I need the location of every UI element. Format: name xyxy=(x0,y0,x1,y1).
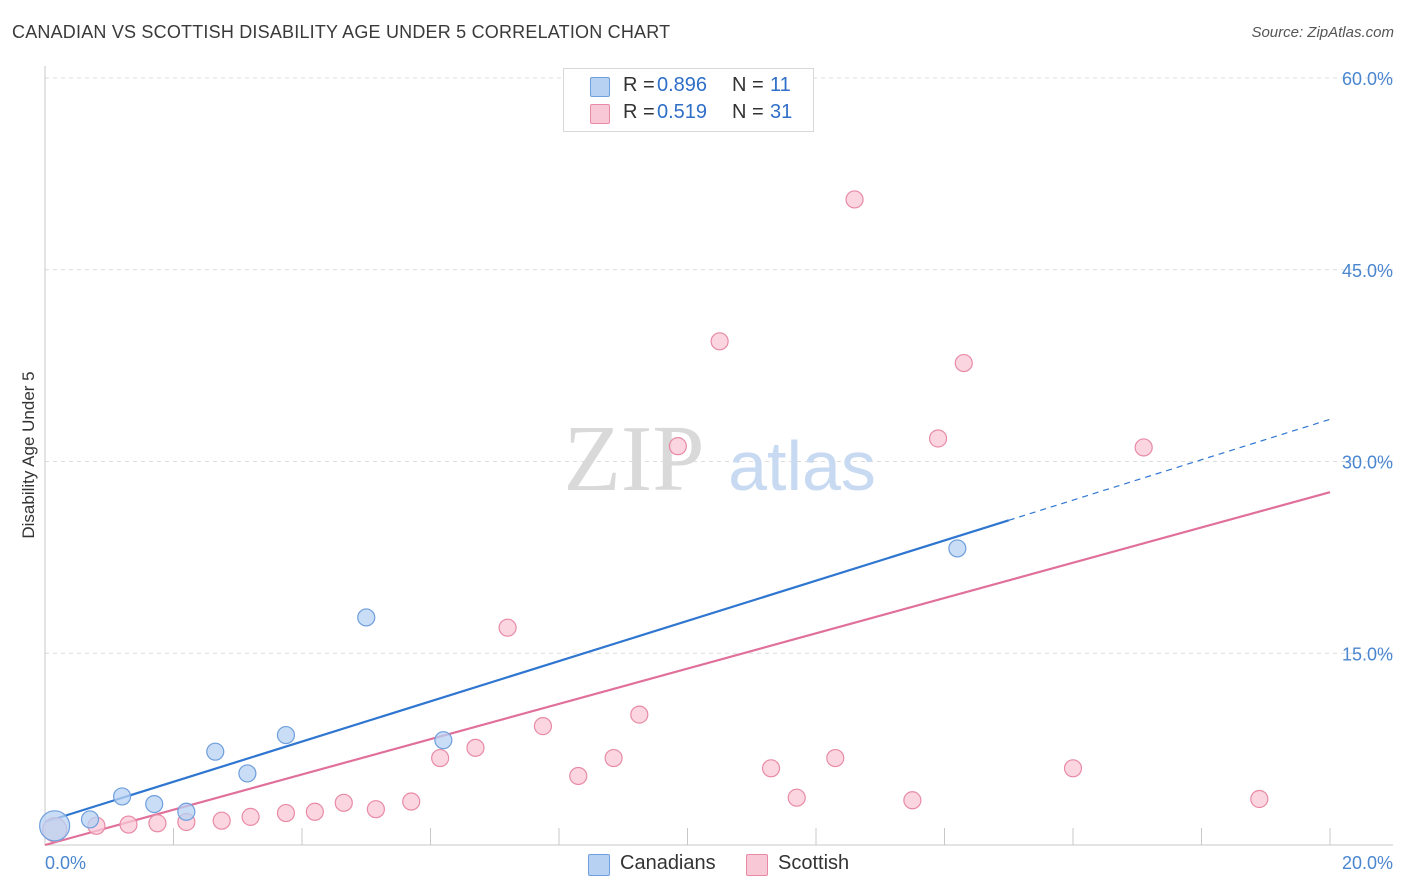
data-points xyxy=(39,190,1269,843)
data-point-scottish xyxy=(604,748,623,768)
data-point-canadians xyxy=(276,725,296,745)
legend-r-label: R = xyxy=(623,74,655,96)
canadians-swatch xyxy=(588,854,610,876)
data-point-scottish xyxy=(498,618,517,637)
data-point-canadians xyxy=(80,810,100,829)
data-point-scottish xyxy=(761,759,781,778)
data-point-scottish xyxy=(431,748,450,768)
watermark-zip: ZIP xyxy=(564,407,705,511)
data-point-scottish xyxy=(630,705,649,724)
legend-label-scottish: Scottish xyxy=(778,852,850,874)
legend-n-label: N = xyxy=(732,74,764,96)
data-point-scottish xyxy=(569,766,588,786)
data-point-canadians xyxy=(434,731,453,750)
data-point-canadians xyxy=(145,794,164,814)
data-point-scottish xyxy=(241,807,260,826)
legend-r-value: 0.519 xyxy=(657,101,708,123)
data-point-scottish xyxy=(845,190,864,209)
data-point-canadians xyxy=(112,787,132,806)
data-point-canadians xyxy=(948,539,967,558)
data-point-scottish xyxy=(710,332,729,351)
legend-r-label: R = xyxy=(623,101,655,123)
trendline-extension-canadians xyxy=(1008,418,1331,521)
data-point-scottish xyxy=(903,791,922,810)
data-point-scottish xyxy=(954,353,973,373)
y-tick-label: 60.0% xyxy=(1342,69,1393,89)
data-point-scottish xyxy=(276,803,296,823)
trendline-canadians xyxy=(44,519,1010,824)
data-point-scottish xyxy=(212,811,231,830)
scottish-swatch xyxy=(590,104,610,124)
data-point-canadians xyxy=(357,608,376,627)
y-axis-label: Disability Age Under 5 xyxy=(19,371,38,538)
legend-n-value: 11 xyxy=(770,74,791,96)
canadians-swatch xyxy=(590,77,610,97)
trendlines xyxy=(44,418,1331,847)
data-point-scottish xyxy=(334,793,353,812)
legend-r-value: 0.896 xyxy=(657,74,708,96)
data-point-canadians xyxy=(39,810,71,842)
data-point-scottish xyxy=(366,800,385,819)
data-point-scottish xyxy=(668,437,687,456)
data-point-scottish xyxy=(787,788,806,807)
x-tick-label: 20.0% xyxy=(1342,853,1393,873)
scottish-swatch xyxy=(746,854,768,876)
data-point-canadians xyxy=(238,764,257,783)
stats-legend: R = 0.896 N = 11 R = 0.519 N = 31 xyxy=(563,68,814,132)
trendline-scottish xyxy=(44,491,1331,847)
data-point-scottish xyxy=(826,748,845,768)
watermark: ZIP atlas xyxy=(564,407,876,511)
legend-n-label: N = xyxy=(732,101,764,123)
data-point-scottish xyxy=(1250,789,1269,809)
data-point-scottish xyxy=(1134,438,1153,457)
x-tick-label: 0.0% xyxy=(45,853,86,873)
data-point-scottish xyxy=(119,815,138,834)
legend-label-canadians: Canadians xyxy=(620,852,716,874)
data-point-scottish xyxy=(402,792,421,811)
data-point-scottish xyxy=(533,717,553,736)
axes xyxy=(44,66,1393,846)
data-point-scottish xyxy=(1063,759,1083,778)
data-point-canadians xyxy=(177,802,196,821)
data-point-scottish xyxy=(148,814,167,833)
y-tick-label: 15.0% xyxy=(1342,644,1393,664)
chart-title: CANADIAN VS SCOTTISH DISABILITY AGE UNDE… xyxy=(12,22,671,42)
tick-labels: 15.0% 30.0% 45.0% 60.0% 0.0% 20.0% xyxy=(45,69,1393,873)
y-tick-label: 45.0% xyxy=(1342,261,1393,281)
gridlines xyxy=(45,77,1393,654)
data-point-scottish xyxy=(305,802,324,821)
y-tick-label: 30.0% xyxy=(1342,453,1393,473)
data-point-scottish xyxy=(928,429,948,448)
source-label: Source: ZipAtlas.com xyxy=(1251,24,1394,41)
legend-n-value: 31 xyxy=(770,101,793,123)
data-point-scottish xyxy=(466,738,485,757)
watermark-atlas: atlas xyxy=(728,427,876,505)
data-point-canadians xyxy=(206,742,225,761)
